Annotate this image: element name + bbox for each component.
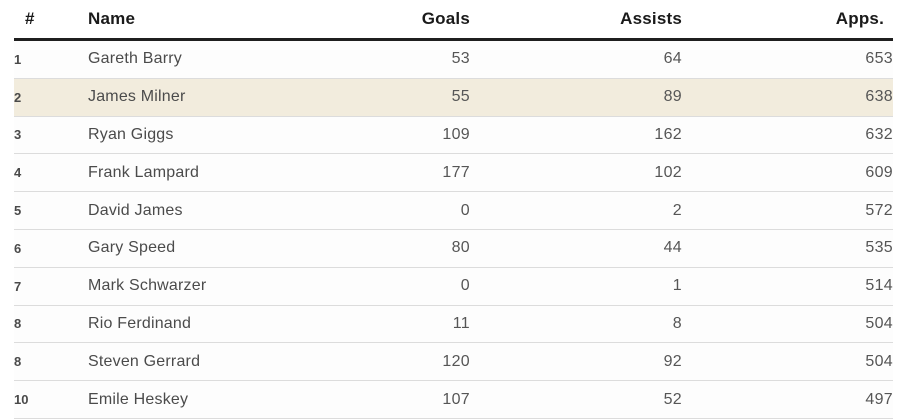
goals-cell: 0 [328,191,470,230]
goals-cell: 53 [328,39,470,79]
apps-cell: 497 [682,380,893,419]
goals-cell: 109 [328,116,470,155]
goals-cell: 0 [328,267,470,306]
rank-cell: 1 [14,39,88,79]
assists-cell: 1 [470,267,682,306]
apps-cell: 535 [682,229,893,268]
rank-cell: 10 [14,380,88,419]
table-row: 5 David James 0 2 572 [14,191,893,230]
assists-cell: 44 [470,229,682,268]
assists-cell: 102 [470,153,682,193]
assists-cell: 92 [470,342,682,382]
rank-cell: 8 [14,305,88,344]
assists-cell: 52 [470,380,682,419]
apps-cell: 504 [682,305,893,344]
assists-cell: 89 [470,78,682,117]
goals-cell: 120 [328,342,470,382]
player-name-cell: Rio Ferdinand [88,305,328,344]
player-name-cell: David James [88,191,328,230]
table-row: 8 Rio Ferdinand 11 8 504 [14,305,893,344]
apps-cell: 609 [682,153,893,193]
table-row: 1 Gareth Barry 53 64 653 [14,39,893,79]
header-row: # Name Goals Assists Apps. [14,0,893,41]
goals-cell: 177 [328,153,470,193]
header-name: Name [88,0,328,41]
player-name-cell: Mark Schwarzer [88,267,328,306]
apps-cell: 504 [682,342,893,382]
table-row: 7 Mark Schwarzer 0 1 514 [14,267,893,306]
apps-cell: 514 [682,267,893,306]
player-name-cell: Steven Gerrard [88,342,328,382]
goals-cell: 11 [328,305,470,344]
header-goals: Goals [328,0,470,41]
table-row: 8 Steven Gerrard 120 92 504 [14,342,893,382]
apps-cell: 638 [682,78,893,117]
stats-table-container: # Name Goals Assists Apps. 1 Gareth Barr… [14,0,893,419]
player-name-cell: James Milner [88,78,328,117]
goals-cell: 55 [328,78,470,117]
rank-cell: 2 [14,78,88,117]
assists-cell: 162 [470,116,682,155]
player-name-cell: Gary Speed [88,229,328,268]
table-row: 10 Emile Heskey 107 52 497 [14,380,893,419]
rank-cell: 7 [14,267,88,306]
header-assists: Assists [470,0,682,41]
player-name-cell: Ryan Giggs [88,116,328,155]
assists-cell: 8 [470,305,682,344]
rank-cell: 8 [14,342,88,382]
header-rank: # [14,0,88,41]
table-body: 1 Gareth Barry 53 64 653 2 James Milner … [14,39,893,419]
goals-cell: 80 [328,229,470,268]
header-apps: Apps. [682,0,893,41]
apps-cell: 653 [682,39,893,79]
rank-cell: 3 [14,116,88,155]
player-name-cell: Emile Heskey [88,380,328,419]
assists-cell: 64 [470,39,682,79]
player-name-cell: Frank Lampard [88,153,328,193]
table-row: 2 James Milner 55 89 638 [14,78,893,117]
assists-cell: 2 [470,191,682,230]
apps-cell: 632 [682,116,893,155]
table-row: 4 Frank Lampard 177 102 609 [14,153,893,193]
goals-cell: 107 [328,380,470,419]
rank-cell: 5 [14,191,88,230]
rank-cell: 4 [14,153,88,193]
apps-cell: 572 [682,191,893,230]
table-row: 6 Gary Speed 80 44 535 [14,229,893,268]
table-row: 3 Ryan Giggs 109 162 632 [14,116,893,155]
player-stats-table: # Name Goals Assists Apps. 1 Gareth Barr… [14,0,893,419]
rank-cell: 6 [14,229,88,268]
table-header: # Name Goals Assists Apps. [14,0,893,41]
player-name-cell: Gareth Barry [88,39,328,79]
